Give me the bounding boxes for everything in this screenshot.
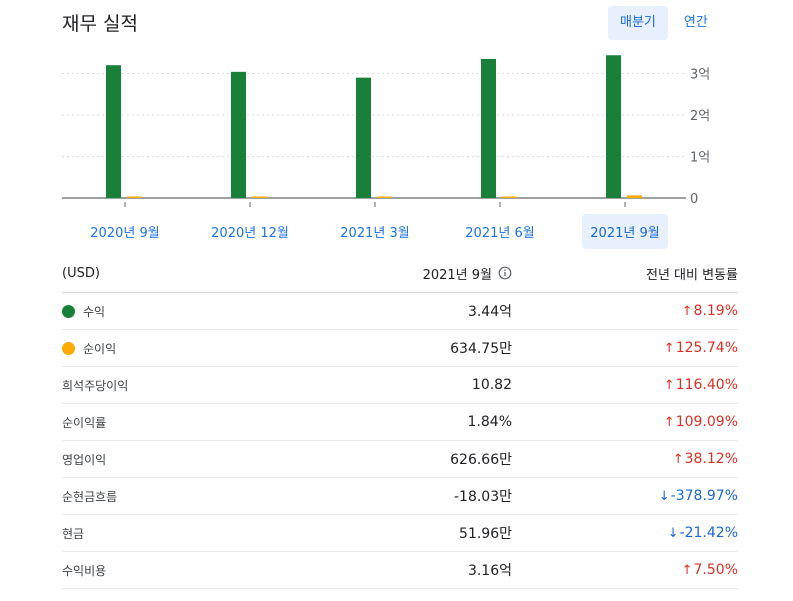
metric-label: 수익	[83, 304, 106, 319]
change-text: 125.74%	[675, 340, 738, 356]
table-row: 순이익률 1.84% ↑ 109.09%	[62, 404, 738, 441]
change-text: -21.42%	[679, 525, 738, 541]
quarter-button[interactable]: 2021년 6월	[457, 214, 543, 249]
change-text: 38.12%	[684, 451, 738, 467]
change-value: ↑ 8.19%	[682, 303, 738, 319]
metric-value: 3.16억	[467, 563, 512, 579]
arrow-up-icon: ↑	[663, 414, 675, 430]
change-value: ↑ 109.09%	[664, 414, 738, 430]
metric-value: 634.75만	[450, 341, 512, 357]
arrow-up-icon: ↑	[672, 451, 684, 467]
table-row: 수익비용 3.16억 ↑ 7.50%	[62, 552, 738, 589]
change-text: 116.40%	[675, 377, 738, 393]
change-value: ↑ 116.40%	[664, 377, 738, 393]
quarter-button[interactable]: 2021년 3월	[332, 214, 418, 249]
metric-label: 현금	[62, 526, 85, 541]
metric-value: 51.96만	[459, 526, 512, 542]
revenue-bar[interactable]	[356, 77, 371, 198]
table-row: 수익 3.44억 ↑ 8.19%	[62, 293, 738, 330]
arrow-down-icon: ↓	[667, 525, 679, 541]
financial-table: (USD) 2021년 9월 전년 대비 변동률 수익 3.44억 ↑ 8.19% 순이…	[62, 254, 738, 589]
table-row: 희석주당이익 10.82 ↑ 116.40%	[62, 367, 738, 404]
table-header: (USD) 2021년 9월 전년 대비 변동률	[62, 254, 738, 293]
table-row: 순이익 634.75만 ↑ 125.74%	[62, 330, 738, 367]
period-toggle: 매분기 연간	[608, 6, 720, 40]
metric-label: 영업이익	[62, 452, 107, 467]
quarter-button[interactable]: 2020년 9월	[82, 214, 168, 249]
info-icon[interactable]	[498, 266, 512, 280]
net-income-bar[interactable]	[377, 196, 392, 199]
annual-tab[interactable]: 연간	[672, 6, 720, 40]
metric-value: 3.44억	[467, 304, 512, 320]
net-income-bar[interactable]	[252, 196, 267, 199]
net-income-bar[interactable]	[127, 196, 142, 199]
period-header: 2021년 9월	[422, 267, 492, 283]
y-tick-label: 1억	[690, 151, 710, 166]
table-row: 영업이익 626.66만 ↑ 38.12%	[62, 441, 738, 478]
revenue-bar[interactable]	[231, 71, 246, 198]
arrow-up-icon: ↑	[681, 303, 693, 319]
arrow-down-icon: ↓	[658, 488, 670, 504]
change-value: ↓ -21.42%	[668, 525, 738, 541]
table-row: 현금 51.96만 ↓ -21.42%	[62, 515, 738, 552]
change-text: -378.97%	[670, 488, 738, 504]
revenue-bar[interactable]	[481, 58, 496, 198]
quarter-button[interactable]: 2021년 9월	[582, 214, 668, 249]
revenue-bar[interactable]	[606, 55, 621, 198]
arrow-up-icon: ↑	[681, 562, 693, 578]
metric-value: 10.82	[471, 377, 512, 393]
metric-value: -18.03만	[453, 489, 512, 505]
net-income-bar[interactable]	[627, 195, 642, 198]
metric-label: 순이익률	[62, 415, 107, 430]
y-tick-label: 0	[690, 192, 698, 207]
metric-label: 희석주당이익	[62, 378, 129, 393]
metric-label: 수익비용	[62, 563, 107, 578]
chart-svg: 3억 2억 1억 0	[62, 55, 710, 207]
change-text: 8.19%	[693, 303, 738, 319]
legend-dot-icon	[62, 341, 75, 355]
change-value: ↑ 7.50%	[682, 562, 738, 578]
change-value: ↑ 125.74%	[664, 340, 738, 356]
net-income-bar[interactable]	[502, 196, 517, 199]
metric-label: 순이익	[83, 341, 117, 356]
table-body: 수익 3.44억 ↑ 8.19% 순이익 634.75만 ↑ 125.74% 희석주당이익 10.…	[62, 293, 738, 589]
financial-chart: 3억 2억 1억 0 2020년 9월 2020년 12월 2021년 3월 2021년 6…	[0, 0, 793, 260]
arrow-up-icon: ↑	[663, 340, 675, 356]
change-value: ↓ -378.97%	[659, 488, 738, 504]
change-header: 전년 대비 변동률	[646, 267, 738, 283]
legend-dot-icon	[62, 304, 75, 318]
table-row: 순현금흐름 -18.03만 ↓ -378.97%	[62, 478, 738, 515]
metric-value: 1.84%	[467, 414, 512, 430]
change-text: 7.50%	[693, 562, 738, 578]
arrow-up-icon: ↑	[663, 377, 675, 393]
metric-value: 626.66만	[450, 452, 512, 468]
y-tick-label: 3억	[690, 68, 710, 83]
section-title: 재무 실적	[62, 13, 138, 35]
quarter-button[interactable]: 2020년 12월	[201, 214, 299, 249]
revenue-bar[interactable]	[106, 65, 121, 198]
quarterly-tab[interactable]: 매분기	[608, 6, 668, 40]
change-value: ↑ 38.12%	[673, 451, 738, 467]
change-text: 109.09%	[675, 414, 738, 430]
currency-header: (USD)	[62, 265, 100, 281]
y-tick-label: 2억	[690, 109, 710, 124]
metric-label: 순현금흐름	[62, 489, 118, 504]
